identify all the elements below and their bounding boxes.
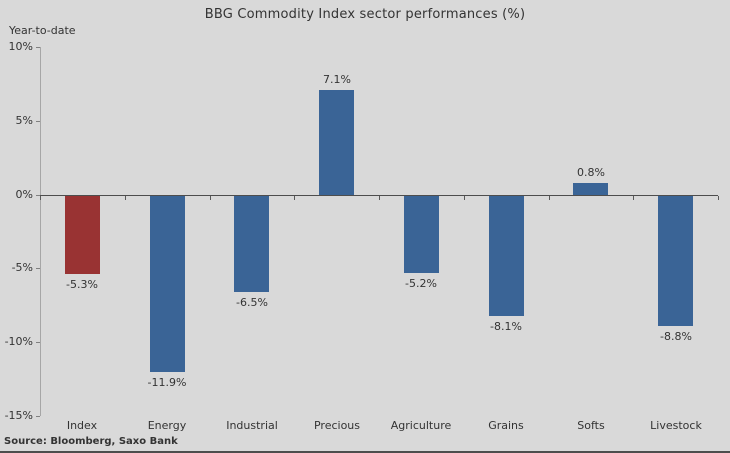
- x-category-label: Industrial: [226, 419, 278, 432]
- bar-industrial: [234, 196, 269, 292]
- y-tick-label: 10%: [8, 40, 33, 53]
- x-category-label: Agriculture: [390, 419, 452, 432]
- x-category-label: Livestock: [650, 419, 702, 432]
- source-note: Source: Bloomberg, Saxo Bank: [4, 436, 178, 447]
- bar-value-label: -5.2%: [405, 277, 437, 290]
- bar-value-label: 0.8%: [577, 166, 605, 179]
- x-tick-mark: [210, 196, 211, 200]
- bar-energy: [150, 196, 185, 372]
- y-tick-mark: [36, 195, 40, 196]
- y-axis-title: Year-to-date: [9, 24, 76, 37]
- y-tick-mark: [36, 47, 40, 48]
- bar-precious: [319, 90, 354, 195]
- bar-agriculture: [404, 196, 439, 273]
- x-category-label: Energy: [147, 419, 187, 432]
- x-tick-mark: [549, 196, 550, 200]
- bar-index: [65, 196, 100, 274]
- y-tick-label: -5%: [11, 261, 33, 274]
- x-category-label: Grains: [488, 419, 524, 432]
- x-tick-mark: [125, 196, 126, 200]
- x-category-label: Precious: [313, 419, 361, 432]
- y-axis-line: [40, 47, 41, 416]
- bar-livestock: [658, 196, 693, 326]
- y-tick-label: 0%: [15, 188, 33, 201]
- y-tick-mark: [36, 268, 40, 269]
- x-tick-mark: [40, 196, 41, 200]
- x-tick-mark: [294, 196, 295, 200]
- bar-value-label: -5.3%: [66, 278, 98, 291]
- chart-title: BBG Commodity Index sector performances …: [204, 7, 526, 22]
- y-tick-mark: [36, 342, 40, 343]
- x-tick-mark: [718, 196, 719, 200]
- bar-softs: [573, 183, 608, 195]
- bar-value-label: -6.5%: [236, 296, 268, 309]
- bar-value-label: -11.9%: [147, 376, 187, 389]
- y-tick-label: -15%: [4, 409, 33, 422]
- y-tick-label: 5%: [15, 114, 33, 127]
- x-category-label: Index: [66, 419, 98, 432]
- x-tick-mark: [464, 196, 465, 200]
- x-tick-mark: [633, 196, 634, 200]
- bar-value-label: -8.8%: [660, 330, 692, 343]
- zero-line: [40, 195, 718, 196]
- y-tick-mark: [36, 121, 40, 122]
- y-tick-label: -10%: [4, 335, 33, 348]
- bar-value-label: 7.1%: [323, 73, 351, 86]
- x-tick-mark: [379, 196, 380, 200]
- x-category-label: Softs: [577, 419, 605, 432]
- bar-grains: [489, 196, 524, 316]
- bar-value-label: -8.1%: [490, 320, 522, 333]
- y-tick-mark: [36, 416, 40, 417]
